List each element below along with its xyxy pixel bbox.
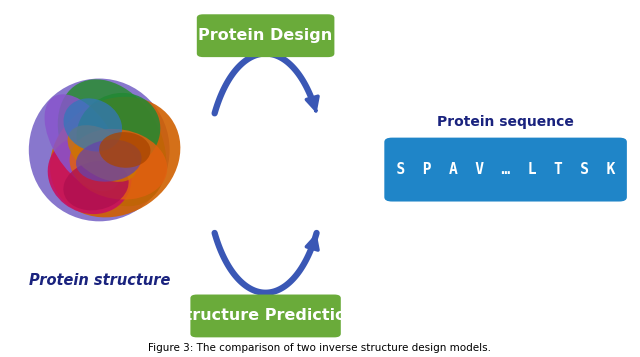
Ellipse shape	[50, 97, 180, 217]
Ellipse shape	[76, 140, 141, 182]
Text: Protein Design: Protein Design	[198, 28, 333, 43]
Ellipse shape	[99, 132, 150, 168]
Ellipse shape	[63, 98, 122, 152]
Ellipse shape	[77, 93, 160, 171]
FancyBboxPatch shape	[197, 14, 334, 57]
Ellipse shape	[45, 94, 122, 191]
Ellipse shape	[58, 79, 166, 206]
Ellipse shape	[29, 79, 170, 221]
FancyBboxPatch shape	[385, 137, 627, 201]
Ellipse shape	[48, 136, 131, 214]
Text: Structure Prediction: Structure Prediction	[173, 308, 358, 323]
Text: Protein structure: Protein structure	[29, 273, 170, 288]
FancyBboxPatch shape	[191, 295, 340, 337]
Ellipse shape	[68, 125, 137, 182]
Text: Protein sequence: Protein sequence	[437, 115, 574, 129]
Ellipse shape	[70, 129, 167, 200]
Ellipse shape	[63, 161, 129, 210]
Text: V  L  S  P  A  V  …  L  T  S  K  Y  R: V L S P A V … L T S K Y R	[344, 162, 640, 177]
Text: Figure 3: The comparison of two inverse structure design models.: Figure 3: The comparison of two inverse …	[148, 343, 492, 353]
